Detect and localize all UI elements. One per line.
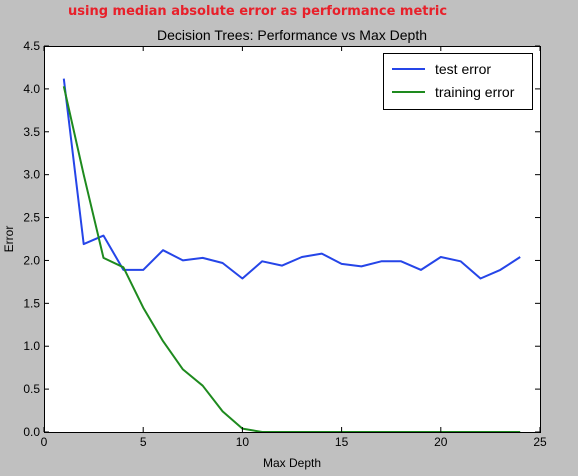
y-tick-label: 1.0 [23,339,40,353]
series-line-test-error [62,78,521,280]
y-tick-label: 4.0 [23,82,40,96]
x-tick-label: 0 [41,435,48,449]
y-tick-label: 2.5 [23,211,40,225]
legend-label: test error [435,61,491,77]
legend: test error training error [383,53,533,110]
x-tick-label: 25 [533,435,547,449]
x-tick-label: 10 [236,435,250,449]
plot-area [44,46,540,432]
x-tick-label: 20 [434,435,448,449]
x-tick-label: 5 [140,435,147,449]
x-tick-label: 15 [335,435,349,449]
y-tick-label: 3.5 [23,125,40,139]
y-tick-label: 0.5 [23,382,40,396]
y-tick-label: 4.5 [23,39,40,53]
x-axis-label: Max Depth [263,456,321,470]
ticks-layer: 0 5 10 15 20 25 0.0 0.5 1.0 1.5 2.0 2.5 3.0 3.5 4.0 4.5 [23,39,547,449]
annotation-text: using median absolute error as performan… [68,4,448,19]
y-tick-label: 1.5 [23,296,40,310]
plot-frame [44,46,541,433]
chart-title: Decision Trees: Performance vs Max Depth [157,27,427,43]
legend-label: training error [435,84,515,100]
legend-box [383,53,533,110]
y-tick-label: 3.0 [23,168,40,182]
y-tick-label: 0.0 [23,425,40,439]
y-axis-label: Error [2,226,16,253]
y-tick-label: 2.0 [23,253,40,267]
